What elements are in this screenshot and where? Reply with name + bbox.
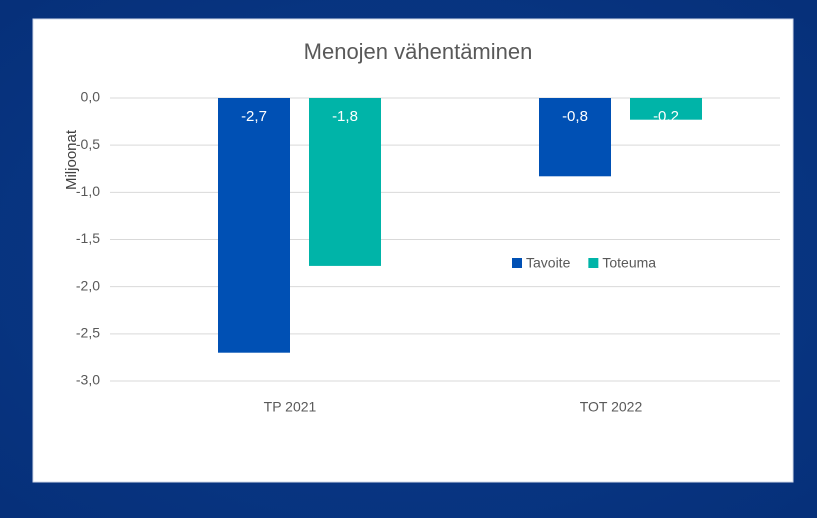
chart-area <box>32 18 794 483</box>
bar <box>309 98 381 266</box>
y-tick-label: -2,0 <box>76 277 100 293</box>
data-label: -0,8 <box>562 108 588 125</box>
y-tick-label: -2,5 <box>76 325 100 341</box>
bar <box>218 98 290 353</box>
y-tick-label: -0,5 <box>76 136 100 152</box>
data-label: -0,2 <box>653 108 679 125</box>
bar <box>630 98 702 120</box>
bar <box>539 98 611 177</box>
y-tick-label: -1,5 <box>76 230 100 246</box>
data-label: -2,7 <box>241 108 267 125</box>
legend-label: Toteuma <box>602 255 656 271</box>
y-tick-label: -1,0 <box>76 183 100 199</box>
legend-swatch <box>512 258 522 268</box>
chart-title: Menojen vähentäminen <box>304 39 533 64</box>
x-tick-label: TP 2021 <box>264 399 317 415</box>
data-label: -1,8 <box>332 108 358 125</box>
y-tick-label: 0,0 <box>81 89 101 105</box>
y-tick-label: -3,0 <box>76 372 100 388</box>
legend-swatch <box>588 258 599 268</box>
legend-label: Tavoite <box>526 255 571 271</box>
x-tick-label: TOT 2022 <box>580 399 643 415</box>
y-axis-label: Miljoonat <box>63 129 80 190</box>
